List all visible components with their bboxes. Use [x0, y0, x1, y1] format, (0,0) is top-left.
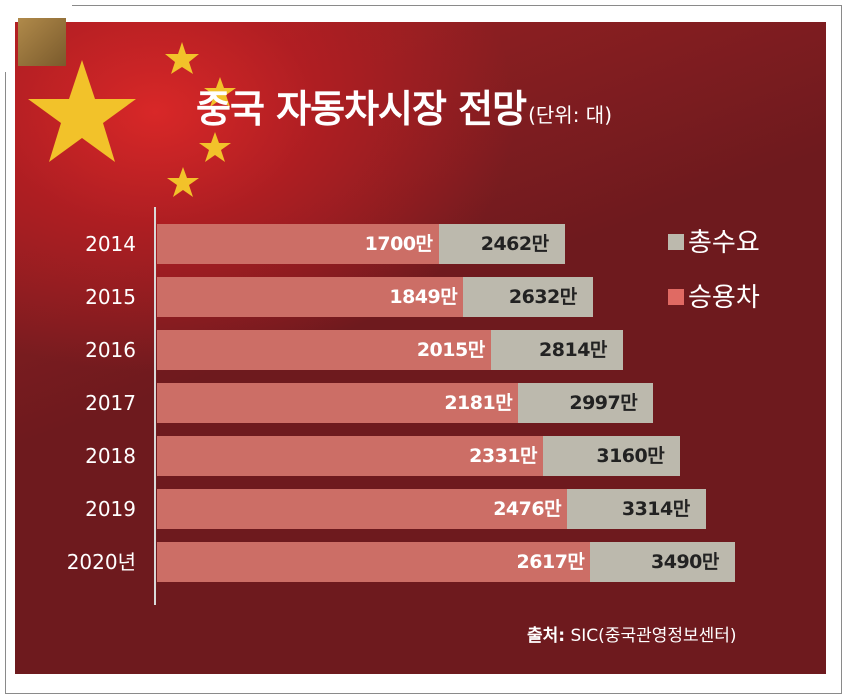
data-label-total: 3490만 — [651, 551, 719, 573]
legend-swatch-total — [668, 233, 684, 250]
bar-passenger — [157, 436, 544, 476]
y-tick-label: 2018 — [85, 444, 136, 468]
bar-passenger — [157, 383, 519, 423]
bar-total — [157, 224, 565, 264]
bar-passenger — [157, 542, 591, 582]
flag-stars-icon — [28, 42, 236, 197]
chart-title: 중국 자동차시장 전망 (단위: 대) — [196, 78, 612, 133]
legend-label-passenger: 승용차 — [688, 283, 760, 313]
small-star-icon — [165, 42, 199, 74]
data-label-passenger: 2015만 — [416, 339, 485, 361]
data-label-passenger: 2617만 — [516, 551, 585, 573]
y-tick-label: 2014 — [85, 232, 136, 256]
y-tick-label: 2017 — [85, 391, 136, 415]
data-label-total: 2632만 — [508, 286, 577, 308]
bar-total — [157, 383, 654, 423]
y-axis-line — [154, 207, 156, 605]
bar-total — [157, 330, 624, 370]
bar-passenger — [157, 277, 464, 317]
source-text: SIC(중국관영정보센터) — [570, 626, 737, 646]
bar-passenger — [157, 224, 439, 264]
small-star-icon — [199, 132, 231, 162]
legend-passenger: 승용차 — [668, 277, 760, 314]
data-label-total: 2462만 — [480, 233, 549, 255]
bar-passenger — [157, 489, 568, 529]
bar-total — [157, 436, 681, 476]
y-tick-label: 2020년 — [66, 550, 136, 574]
legend-total: 총수요 — [668, 222, 760, 259]
bar-total — [157, 277, 593, 317]
y-tick-label: 2015 — [85, 285, 136, 309]
title-text: 중국 자동차시장 전망 — [196, 87, 527, 131]
legend-label-total: 총수요 — [688, 228, 760, 258]
bar-total — [157, 489, 706, 529]
corner-decoration — [18, 18, 66, 66]
data-label-passenger: 1849만 — [389, 286, 458, 308]
title-unit: (단위: 대) — [528, 103, 613, 127]
small-star-icon — [204, 77, 236, 107]
bar-passenger — [157, 330, 491, 370]
legend-swatch-passenger — [668, 288, 684, 305]
data-label-passenger: 2181만 — [444, 392, 513, 414]
data-label-total: 3314만 — [621, 498, 690, 520]
data-label-total: 2997만 — [569, 392, 638, 414]
big-star-icon — [28, 60, 136, 162]
data-label-passenger: 1700만 — [364, 233, 433, 255]
data-label-total: 3160만 — [596, 445, 665, 467]
source-note: 출처: SIC(중국관영정보센터) — [527, 621, 737, 646]
data-label-passenger: 2331만 — [469, 445, 538, 467]
data-label-total: 2814만 — [539, 339, 607, 361]
source-label: 출처: — [527, 626, 566, 646]
data-label-passenger: 2476만 — [493, 498, 562, 520]
y-tick-label: 2019 — [85, 497, 136, 521]
y-tick-label: 2016 — [85, 338, 136, 362]
small-star-icon — [167, 167, 199, 197]
bar-total — [157, 542, 735, 582]
